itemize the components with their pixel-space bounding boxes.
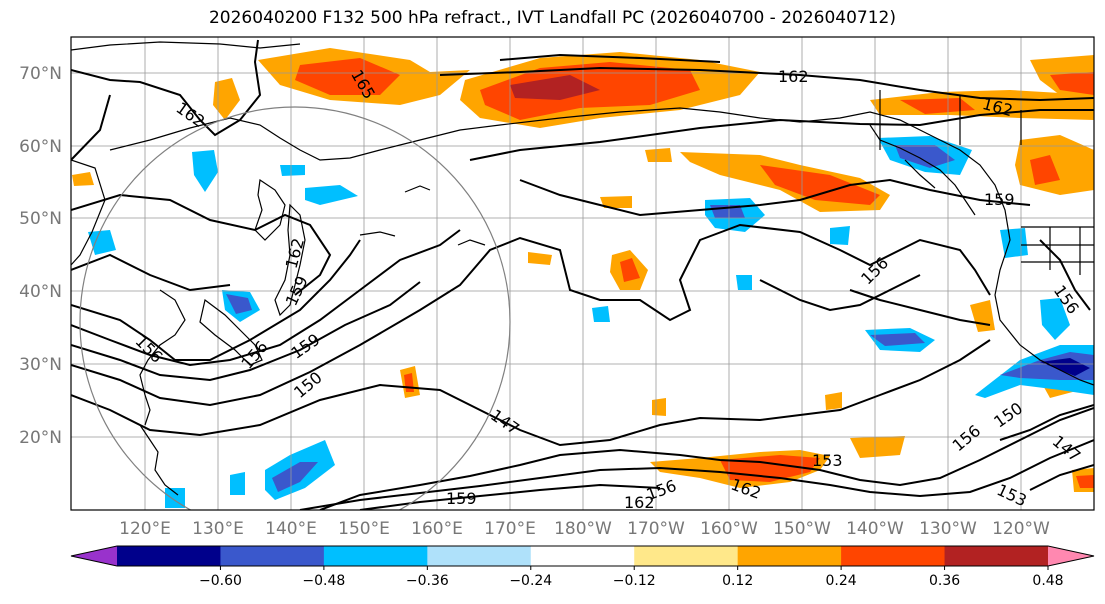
latitude-label: 60°N [19,137,62,157]
longitude-label: 150°E [338,519,390,539]
latitude-label: 20°N [19,428,62,448]
colorbar-extend-high [1048,546,1094,566]
map-content: 162 165 162 162 159 156 156 162 159 159 … [71,37,1094,512]
colorbar-tick-label: 0.12 [722,573,753,589]
colorbar-segment [427,546,532,566]
longitude-label: 120°W [992,519,1050,539]
contour-lines [71,39,1094,510]
colorbar-segment [737,546,842,566]
longitude-label: 120°E [119,519,171,539]
longitude-label: 170°E [484,519,536,539]
latitude-label: 40°N [19,282,62,302]
longitude-label: 180°W [554,519,612,539]
longitude-label: 150°W [773,519,831,539]
longitude-label: 140°E [265,519,317,539]
colorbar-outline [70,545,1095,567]
colorbar-segment [634,546,739,566]
coastlines [71,41,1094,496]
colorbar-segment [117,546,221,566]
gridlines [71,37,1094,510]
longitude-label: 130°W [919,519,977,539]
latitude-label: 30°N [19,355,62,375]
colorbar-tick-label: −0.12 [613,573,656,589]
colorbar-tick-label: 0.36 [929,573,960,589]
colorbar: −0.60 −0.48 −0.36 −0.24 −0.12 0.12 0.24 0.36 0.4… [70,545,1095,589]
contour-label: 162 [778,67,809,86]
colorbar-tick-label: −0.60 [199,573,242,589]
contour-label: 159 [984,190,1015,209]
colorbar-segment [841,546,946,566]
colorbar-extend-low [71,546,117,566]
positive-anomaly-shading [72,48,1094,492]
colorbar-tick-label: −0.36 [406,573,449,589]
longitude-label: 140°W [846,519,904,539]
longitude-label: 130°E [192,519,244,539]
colorbar-tick-label: 0.48 [1032,573,1063,589]
colorbar-segment [944,546,1049,566]
colorbar-segment [530,546,635,566]
map-frame [70,36,1095,511]
latitude-label: 70°N [19,64,62,84]
longitude-label: 170°W [627,519,685,539]
contour-label: 162 [624,493,655,512]
region-circle [79,106,511,510]
contour-label: 153 [812,451,843,470]
latitude-label: 50°N [19,209,62,229]
colorbar-tick-label: 0.24 [826,573,857,589]
longitude-label: 160°E [411,519,463,539]
contour-label: 159 [446,489,477,508]
latitude-axis: 70°N 60°N 50°N 40°N 30°N 20°N [19,64,62,448]
colorbar-segment [220,546,325,566]
colorbar-tick-label: −0.48 [302,573,345,589]
colorbar-segment [323,546,428,566]
colorbar-tick-label: −0.24 [509,573,552,589]
longitude-axis: 120°E 130°E 140°E 150°E 160°E 170°E 180°… [119,519,1050,539]
map-title: 2026040200 F132 500 hPa refract., IVT La… [208,8,896,28]
longitude-label: 160°W [700,519,758,539]
